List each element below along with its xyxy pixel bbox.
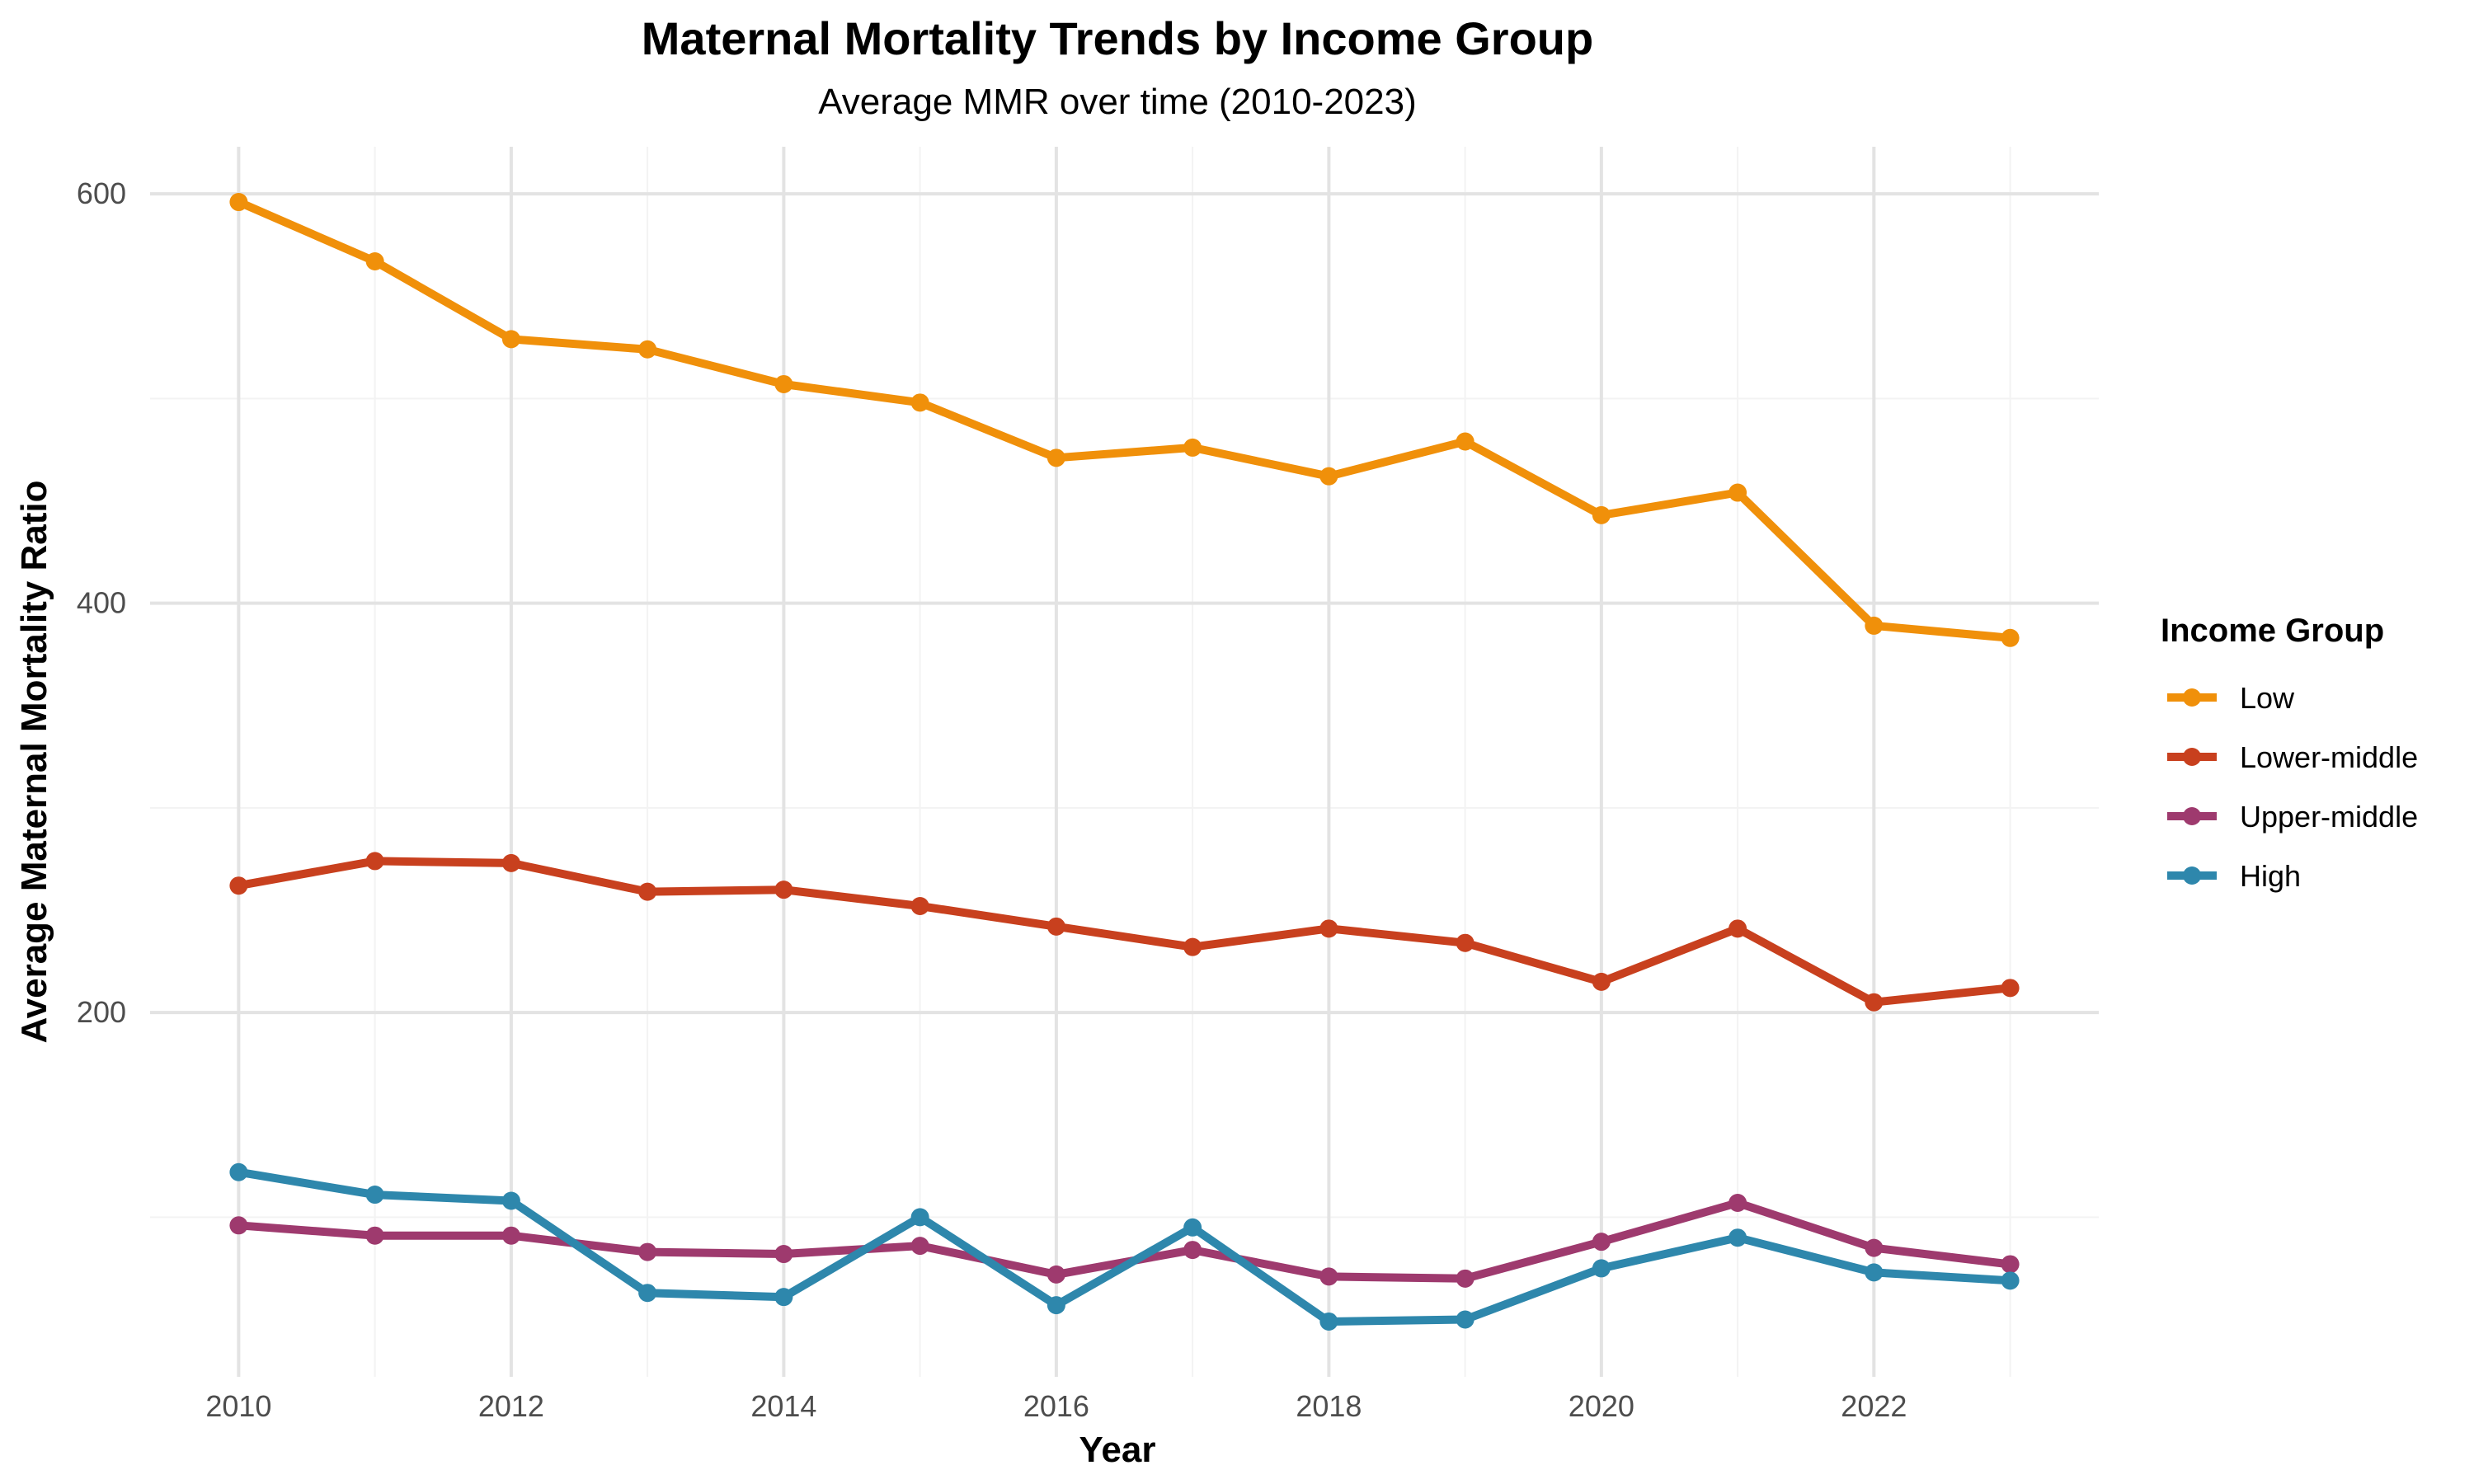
- data-point-low: [1592, 505, 1611, 524]
- legend-item-upper-middle: Upper-middle: [2167, 800, 2418, 834]
- data-point-lower-middle: [1183, 937, 1202, 956]
- legend-key-point: [2183, 866, 2201, 885]
- data-point-high: [910, 1208, 929, 1227]
- data-point-upper-middle: [229, 1216, 248, 1235]
- y-tick-label: 600: [77, 176, 126, 210]
- chart-title: Maternal Mortality Trends by Income Grou…: [642, 12, 1593, 64]
- data-point-upper-middle: [2001, 1255, 2020, 1274]
- legend-label: High: [2240, 859, 2301, 893]
- data-point-high: [365, 1186, 384, 1205]
- series-line-high: [234, 1167, 2015, 1326]
- data-point-upper-middle: [501, 1226, 520, 1245]
- x-tick-label: 2018: [1296, 1389, 1362, 1423]
- chart-subtitle: Average MMR over time (2010-2023): [818, 82, 1417, 122]
- data-point-lower-middle: [1865, 993, 1884, 1012]
- y-tick-label: 400: [77, 586, 126, 620]
- data-point-high: [501, 1191, 520, 1210]
- legend-item-low: Low: [2167, 681, 2295, 715]
- data-point-high: [229, 1162, 248, 1181]
- x-tick-label: 2012: [478, 1389, 544, 1423]
- x-tick-label: 2020: [1569, 1389, 1634, 1423]
- data-point-lower-middle: [365, 852, 384, 871]
- series-low: [229, 193, 2020, 647]
- data-point-high: [1592, 1259, 1611, 1278]
- data-point-low: [501, 330, 520, 349]
- data-point-low: [1729, 483, 1747, 502]
- data-point-upper-middle: [1729, 1193, 1747, 1212]
- data-point-lower-middle: [910, 897, 929, 916]
- data-point-high: [1865, 1263, 1884, 1282]
- data-point-low: [1183, 438, 1202, 457]
- x-tick-label: 2010: [205, 1389, 271, 1423]
- data-point-upper-middle: [1047, 1265, 1065, 1284]
- legend-key-point: [2183, 807, 2201, 825]
- data-point-lower-middle: [1456, 933, 1475, 952]
- data-point-low: [229, 193, 248, 212]
- data-point-lower-middle: [501, 853, 520, 872]
- data-point-low: [774, 374, 793, 393]
- data-point-high: [1729, 1228, 1747, 1247]
- data-point-lower-middle: [1592, 972, 1611, 991]
- legend-label: Lower-middle: [2240, 740, 2418, 774]
- data-point-low: [1047, 448, 1065, 467]
- data-point-high: [1319, 1312, 1338, 1331]
- series-lines: [229, 193, 2020, 1331]
- data-point-lower-middle: [1047, 917, 1065, 936]
- data-point-upper-middle: [1592, 1233, 1611, 1252]
- legend-key-point: [2183, 748, 2201, 766]
- data-point-lower-middle: [2001, 979, 2020, 998]
- data-point-high: [2001, 1271, 2020, 1290]
- data-point-high: [774, 1288, 793, 1307]
- legend-label: Upper-middle: [2240, 800, 2418, 834]
- data-point-upper-middle: [365, 1226, 384, 1245]
- series-lower-middle: [229, 852, 2020, 1012]
- series-high: [229, 1162, 2020, 1331]
- data-point-upper-middle: [1183, 1241, 1202, 1260]
- data-point-upper-middle: [1865, 1238, 1884, 1257]
- data-point-low: [638, 340, 657, 359]
- data-point-upper-middle: [1456, 1269, 1475, 1288]
- data-point-lower-middle: [638, 882, 657, 901]
- data-point-high: [1047, 1296, 1065, 1315]
- data-point-low: [365, 252, 384, 271]
- data-point-lower-middle: [774, 881, 793, 899]
- data-point-upper-middle: [774, 1245, 793, 1264]
- grid: [150, 147, 2099, 1377]
- data-point-low: [1865, 616, 1884, 635]
- series-line-low: [234, 198, 2015, 642]
- data-point-low: [910, 393, 929, 412]
- data-point-low: [2001, 628, 2020, 647]
- data-point-lower-middle: [1729, 919, 1747, 938]
- data-point-upper-middle: [638, 1242, 657, 1261]
- legend-item-high: High: [2167, 859, 2301, 893]
- data-point-lower-middle: [229, 876, 248, 895]
- x-tick-label: 2014: [750, 1389, 816, 1423]
- data-point-high: [1183, 1218, 1202, 1237]
- legend-key-point: [2183, 688, 2201, 707]
- x-tick-label: 2022: [1841, 1389, 1907, 1423]
- legend-title: Income Group: [2161, 613, 2384, 649]
- data-point-upper-middle: [1319, 1267, 1338, 1286]
- x-axis-title: Year: [1079, 1430, 1156, 1470]
- y-tick-label: 200: [77, 995, 126, 1029]
- x-tick-label: 2016: [1023, 1389, 1089, 1423]
- data-point-high: [1456, 1310, 1475, 1329]
- legend-item-lower-middle: Lower-middle: [2167, 740, 2418, 774]
- legend-label: Low: [2240, 681, 2295, 715]
- axis-ticks: 2010 2012 2014 2016 2018 2020 2022 200 400 600: [77, 176, 1907, 1423]
- y-axis-title: Average Maternal Mortality Ratio: [14, 481, 54, 1044]
- data-point-low: [1456, 432, 1475, 451]
- data-point-lower-middle: [1319, 919, 1338, 938]
- data-point-high: [638, 1284, 657, 1303]
- data-point-low: [1319, 467, 1338, 486]
- data-point-upper-middle: [910, 1237, 929, 1256]
- series-line-lower-middle: [234, 857, 2015, 1007]
- legend: Income Group Low Lower-middle Upper-middle…: [2161, 613, 2418, 893]
